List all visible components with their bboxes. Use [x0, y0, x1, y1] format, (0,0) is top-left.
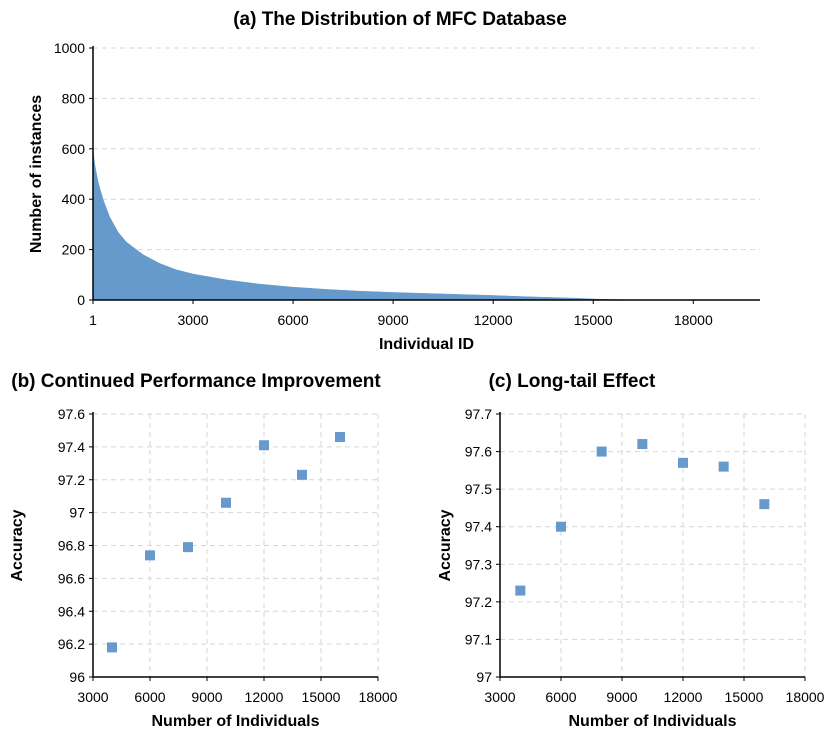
chart-c: 97 97.1 97.2 97.3 97.4 97.5 97.6 97.7 3000 6000 90…: [437, 371, 825, 730]
chart-title: (b) Continued Performance Improvement: [11, 371, 381, 392]
x-tick-label: 3000: [484, 689, 515, 705]
data-point: [678, 457, 688, 468]
x-tick-label: 15000: [574, 312, 613, 328]
data-point: [107, 642, 117, 653]
y-tick-label: 97.3: [465, 556, 492, 572]
chart-title: (c) Long-tail Effect: [489, 371, 656, 392]
y-tick-label: 97.5: [465, 481, 492, 497]
y-tick-label: 97.4: [465, 519, 492, 535]
x-axis-label: Number of Individuals: [151, 713, 319, 730]
y-tick-label: 96: [69, 669, 85, 685]
x-tick-label: 18000: [786, 689, 825, 705]
x-tick-label: 3000: [77, 689, 108, 705]
y-tick-label: 96.8: [58, 538, 85, 554]
y-tick-label: 97.6: [465, 444, 492, 460]
y-axis-label: Number of instances: [28, 95, 45, 253]
x-tick-label: 12000: [245, 689, 284, 705]
x-tick-label: 18000: [674, 312, 713, 328]
x-axis-label: Individual ID: [379, 336, 474, 353]
x-tick-label: 9000: [378, 312, 409, 328]
data-point: [759, 499, 770, 510]
x-tick-label: 15000: [725, 689, 764, 705]
data-point: [335, 432, 345, 443]
y-tick-label: 97.4: [58, 439, 85, 455]
x-tick-label: 6000: [277, 312, 308, 328]
data-point: [556, 521, 566, 532]
y-tick-label: 97: [69, 505, 85, 521]
y-tick-label: 96.4: [58, 603, 85, 619]
x-axis-label: Number of Individuals: [568, 713, 736, 730]
data-point: [183, 542, 193, 553]
data-point: [297, 469, 307, 480]
y-tick-label: 96.2: [58, 636, 85, 652]
y-tick-label: 97.7: [465, 406, 492, 422]
data-point: [259, 440, 269, 451]
y-tick-label: 600: [62, 141, 86, 157]
y-axis-label: Accuracy: [9, 509, 26, 581]
data-point: [515, 585, 526, 596]
y-tick-label: 96.6: [58, 570, 85, 586]
data-point: [596, 446, 607, 457]
x-tick-label: 18000: [359, 689, 398, 705]
y-axis-label: Accuracy: [437, 509, 454, 581]
x-tick-label: 12000: [664, 689, 703, 705]
y-tick-label: 800: [62, 90, 86, 106]
x-tick-label: 9000: [191, 689, 222, 705]
x-tick-label: 15000: [302, 689, 341, 705]
x-tick-label: 1: [89, 312, 97, 328]
y-tick-label: 97.6: [58, 406, 85, 422]
x-tick-label: 6000: [134, 689, 165, 705]
x-tick-label: 3000: [177, 312, 208, 328]
data-point: [145, 550, 155, 561]
y-tick-label: 97.1: [465, 631, 492, 647]
chart-title: (a) The Distribution of MFC Database: [233, 9, 567, 30]
data-point: [221, 497, 231, 508]
y-tick-label: 0: [77, 292, 85, 308]
chart-b: 96 96.2 96.4 96.6 96.8 97 97.2 97.4 97.6 3000 6000…: [9, 371, 398, 730]
y-tick-label: 97.2: [58, 472, 85, 488]
x-tick-label: 9000: [606, 689, 637, 705]
data-point: [637, 439, 648, 450]
y-tick-label: 400: [62, 191, 86, 207]
y-tick-label: 97.2: [465, 594, 492, 610]
instance-distribution-area: [92, 148, 761, 301]
x-tick-label: 6000: [545, 689, 576, 705]
y-tick-label: 97: [476, 669, 492, 685]
x-tick-label: 12000: [474, 312, 513, 328]
data-point: [718, 461, 729, 472]
y-tick-label: 1000: [54, 40, 85, 56]
y-tick-label: 200: [62, 242, 86, 258]
chart-a: 0 200 400 600 800 1000 1 3000 6000 9000 12000 15000…: [28, 9, 761, 353]
